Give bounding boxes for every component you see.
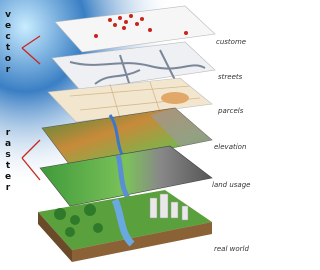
vector-label: vector (3, 10, 13, 76)
layer-label: streets (218, 73, 243, 81)
layer-label: custome (216, 38, 246, 46)
layer-label: real world (214, 245, 249, 253)
raster-label: raster (3, 128, 13, 194)
gis-layers-diagram: vector raster custome streets parcels el… (0, 0, 252, 270)
layer-label: elevation (214, 143, 246, 151)
layer-label: parcels (217, 107, 244, 115)
layer-label: land usage (212, 181, 250, 189)
